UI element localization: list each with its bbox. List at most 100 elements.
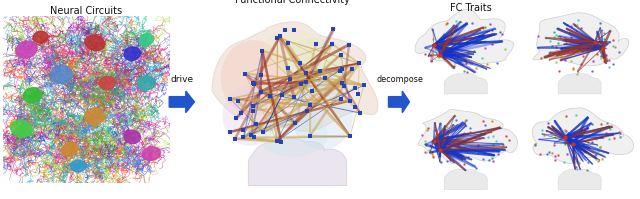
Point xyxy=(289,95,299,98)
Ellipse shape xyxy=(124,130,140,144)
Point xyxy=(598,56,609,59)
Point xyxy=(436,143,446,146)
Point xyxy=(453,28,463,31)
Polygon shape xyxy=(533,13,629,66)
Point xyxy=(311,43,321,46)
Point xyxy=(246,134,257,137)
Point xyxy=(478,26,488,29)
Point xyxy=(345,99,355,102)
Point xyxy=(604,151,614,155)
Point xyxy=(236,111,246,114)
Point xyxy=(461,124,471,127)
Point xyxy=(337,81,347,84)
Point xyxy=(559,43,569,46)
Point xyxy=(463,132,474,135)
Point xyxy=(256,73,266,76)
Point xyxy=(456,20,466,23)
Point xyxy=(449,24,459,27)
Point xyxy=(544,52,554,55)
Point xyxy=(449,160,459,163)
Polygon shape xyxy=(248,138,347,185)
Point xyxy=(573,141,584,144)
Point xyxy=(573,160,583,163)
Point xyxy=(556,47,566,50)
Point xyxy=(437,50,447,54)
Point xyxy=(282,67,292,70)
Point xyxy=(550,119,560,123)
Ellipse shape xyxy=(33,31,48,43)
Point xyxy=(316,70,326,73)
Point xyxy=(552,27,563,30)
Point xyxy=(435,140,445,143)
Point xyxy=(484,29,494,32)
Point xyxy=(255,91,266,94)
Point xyxy=(492,32,502,35)
Point xyxy=(302,110,312,113)
Point xyxy=(592,143,602,146)
Point xyxy=(451,54,461,57)
Point xyxy=(580,158,591,161)
Point xyxy=(470,70,480,73)
Point xyxy=(283,42,293,45)
Point xyxy=(581,151,591,154)
Point xyxy=(249,82,259,85)
Point xyxy=(449,66,459,69)
Point xyxy=(484,66,495,70)
Ellipse shape xyxy=(281,38,351,95)
Point xyxy=(425,144,435,147)
Polygon shape xyxy=(558,169,601,189)
Ellipse shape xyxy=(258,112,328,157)
Point xyxy=(460,131,470,135)
Point xyxy=(547,52,557,55)
Title: Neural Circuits: Neural Circuits xyxy=(51,6,122,16)
Point xyxy=(591,157,601,160)
Point xyxy=(595,26,605,29)
Point xyxy=(459,54,469,57)
Point xyxy=(225,130,236,134)
Polygon shape xyxy=(212,22,378,131)
Point xyxy=(440,128,451,131)
Point xyxy=(607,125,617,128)
Point xyxy=(468,71,479,74)
Point xyxy=(582,116,593,119)
Ellipse shape xyxy=(85,35,104,51)
Point xyxy=(275,35,285,38)
Point xyxy=(598,42,609,46)
Point xyxy=(289,29,299,32)
Ellipse shape xyxy=(84,108,105,124)
Point xyxy=(563,48,573,51)
Point xyxy=(449,123,459,126)
Point xyxy=(457,158,467,161)
Ellipse shape xyxy=(23,88,42,103)
Point xyxy=(231,117,241,120)
Point xyxy=(533,46,543,49)
Point xyxy=(565,40,575,43)
Point xyxy=(273,36,283,39)
Point xyxy=(265,95,275,98)
Point xyxy=(345,135,355,138)
Text: decompose: decompose xyxy=(376,75,423,84)
Point xyxy=(353,93,364,96)
Point xyxy=(444,38,454,41)
Point xyxy=(295,61,305,64)
Point xyxy=(605,40,615,44)
Point xyxy=(257,49,268,52)
Point xyxy=(429,121,440,125)
Polygon shape xyxy=(418,109,518,164)
Point xyxy=(575,168,586,171)
Point xyxy=(344,43,354,46)
Point xyxy=(577,159,588,162)
Ellipse shape xyxy=(266,29,320,66)
Point xyxy=(486,131,497,134)
Point xyxy=(495,127,506,130)
Point xyxy=(458,63,468,67)
Point xyxy=(460,122,470,125)
Point xyxy=(598,136,608,139)
Point xyxy=(564,143,574,146)
Point xyxy=(355,111,365,115)
Point xyxy=(540,56,550,59)
Point xyxy=(461,60,472,63)
Point xyxy=(481,67,492,70)
Point xyxy=(592,30,602,33)
Point xyxy=(461,22,472,25)
